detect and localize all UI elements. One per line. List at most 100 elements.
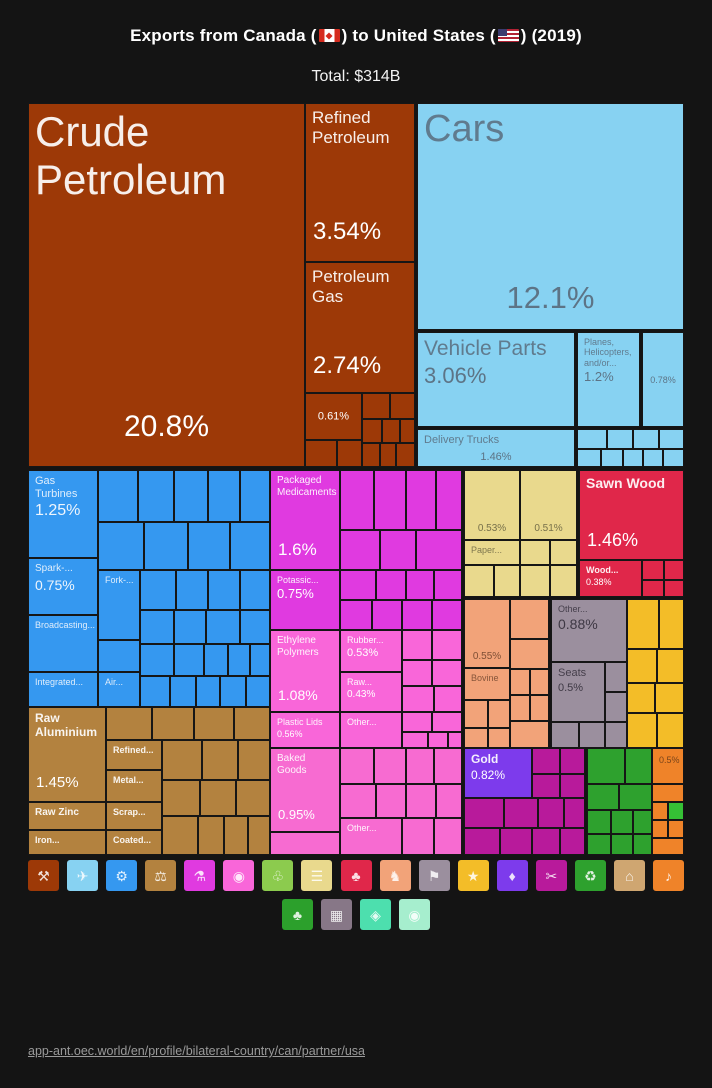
footer-source-link[interactable]: app-ant.oec.world/en/profile/bilateral-c… — [28, 1044, 365, 1058]
legend-swatch-chemical-products[interactable]: ⚗ — [184, 860, 216, 891]
treemap-cell-textiles-filler[interactable] — [560, 774, 585, 798]
treemap-cell-chemical-products-filler[interactable] — [434, 570, 462, 600]
treemap-cell-wood-products-filler[interactable] — [642, 560, 664, 580]
treemap-cell-chemical-products-filler[interactable] — [340, 530, 380, 570]
treemap-cell-machines-filler[interactable] — [206, 610, 240, 644]
treemap-cell-vegetable-products-filler[interactable] — [587, 784, 619, 810]
treemap-cell-plastics-rubbers-filler[interactable] — [432, 630, 462, 660]
treemap-cell-packaged-medicaments[interactable]: Packaged Medicaments 1.6% — [270, 470, 340, 570]
treemap-cell-paper-other[interactable]: Paper... — [464, 540, 520, 565]
treemap-cell-metals-filler[interactable] — [162, 780, 200, 816]
treemap-cell-textiles-filler[interactable] — [532, 748, 560, 774]
legend-swatch-extra-mint[interactable]: ◉ — [399, 899, 430, 930]
treemap-cell-delivery-trucks[interactable]: Delivery Trucks 1.46% — [417, 429, 575, 467]
treemap-cell-chemical-products-filler[interactable] — [340, 570, 376, 600]
treemap-cell-yellow-goods-filler[interactable] — [627, 599, 659, 649]
treemap-cell-ethylene-polymers[interactable]: Ethylene Polymers 1.08% — [270, 630, 340, 712]
treemap-cell-machines-filler[interactable] — [144, 522, 188, 570]
treemap-cell-raw-aluminium[interactable]: Raw Aluminium 1.45% — [28, 707, 106, 802]
treemap-cell-food-other[interactable]: Other... — [340, 818, 402, 855]
treemap-cell-yellow-goods-filler[interactable] — [627, 683, 655, 713]
treemap-cell-paper-goods-filler[interactable] — [520, 565, 550, 597]
treemap-cell-metals-filler[interactable] — [162, 740, 202, 780]
treemap-cell-wood-products-filler[interactable] — [664, 580, 684, 597]
treemap-cell-instruments-filler[interactable] — [652, 784, 684, 802]
treemap-cell-machines-filler[interactable] — [170, 676, 196, 707]
treemap-cell-animal-products-filler[interactable] — [510, 721, 549, 748]
treemap-cell-misc-other[interactable]: Other... 0.88% — [551, 599, 627, 662]
treemap-cell-bovine[interactable]: Bovine — [464, 668, 510, 700]
treemap-cell-wood-other[interactable]: Wood... 0.38% — [579, 560, 642, 597]
treemap-cell-plastics-rubbers-filler[interactable] — [448, 732, 462, 748]
treemap-cell-plastics-rubbers-filler[interactable] — [402, 712, 432, 732]
treemap-cell-foodstuffs-filler[interactable] — [406, 784, 436, 818]
legend-swatch-miscellaneous[interactable]: ⚑ — [418, 860, 450, 891]
treemap-cell-machines-filler[interactable] — [174, 610, 206, 644]
treemap-cell-minerals-filler[interactable] — [390, 393, 415, 419]
treemap-cell-machines-filler[interactable] — [250, 644, 270, 676]
legend-swatch-transportation[interactable]: ✈ — [67, 860, 99, 891]
treemap-cell-foodstuffs-filler[interactable] — [436, 784, 462, 818]
treemap-cell-raw-plastics[interactable]: Raw... 0.43% — [340, 672, 402, 712]
treemap-cell-transportation-filler[interactable] — [607, 429, 633, 449]
treemap-cell-transportation-filler[interactable] — [663, 449, 684, 467]
treemap-cell-metals-filler[interactable] — [152, 707, 194, 740]
treemap-cell-vegetable-products-filler[interactable] — [633, 834, 652, 855]
treemap-cell-minerals-filler[interactable] — [396, 443, 415, 467]
treemap-cell-transportation-filler[interactable] — [633, 429, 659, 449]
treemap-cell-machines-filler[interactable] — [208, 470, 240, 522]
treemap-cell-metals-filler[interactable] — [106, 707, 152, 740]
legend-swatch-wood-products[interactable]: ♣ — [340, 860, 372, 891]
treemap-cell-yellow-goods-filler[interactable] — [657, 649, 684, 683]
treemap-cell-yellow-goods-filler[interactable] — [659, 599, 684, 649]
treemap-cell-yellow-goods-filler[interactable] — [627, 713, 657, 748]
treemap-cell-foodstuffs-filler[interactable] — [270, 832, 340, 855]
treemap-cell-plastic-lids[interactable]: Plastic Lids 0.56% — [270, 712, 340, 748]
treemap-cell-machines-filler[interactable] — [240, 610, 270, 644]
treemap-cell-machines-filler[interactable] — [140, 644, 174, 676]
treemap-cell-textiles-filler[interactable] — [464, 828, 500, 855]
treemap-cell-paper-b[interactable]: 0.51% — [520, 470, 577, 540]
treemap-cell-wood-products-filler[interactable] — [664, 560, 684, 580]
treemap-cell-metals-filler[interactable] — [238, 740, 270, 780]
treemap-cell-paper-goods-filler[interactable] — [520, 540, 550, 565]
treemap-cell-machines-filler[interactable] — [176, 570, 208, 610]
treemap-cell-chemical-products-filler[interactable] — [406, 570, 434, 600]
treemap-cell-machines-filler[interactable] — [220, 676, 246, 707]
legend-swatch-machines[interactable]: ⚙ — [106, 860, 138, 891]
treemap-cell-vegetable-products-filler[interactable] — [587, 810, 611, 834]
treemap-cell-spark-plugs[interactable]: Spark-... 0.75% — [28, 558, 98, 615]
treemap-cell-minerals-filler[interactable] — [337, 440, 362, 467]
treemap-cell-transportation-filler[interactable] — [623, 449, 643, 467]
treemap-cell-minerals-filler[interactable] — [400, 419, 415, 443]
treemap-cell-chemical-products-filler[interactable] — [372, 600, 402, 630]
treemap-cell-minerals-filler[interactable] — [382, 419, 400, 443]
treemap-cell-transportation-filler[interactable] — [577, 449, 601, 467]
treemap-cell-instruments-filler[interactable] — [668, 820, 684, 838]
treemap-cell-yellow-goods-filler[interactable] — [655, 683, 684, 713]
treemap-cell-plastics-rubbers-filler[interactable] — [432, 712, 462, 732]
treemap-cell-plastics-rubbers-filler[interactable] — [432, 660, 462, 686]
treemap-cell-animal-cell[interactable]: 0.55% — [464, 599, 510, 668]
treemap-cell-instruments-cell[interactable]: 0.5% — [652, 748, 684, 784]
treemap-cell-crude-petroleum[interactable]: Crude Petroleum 20.8% — [28, 103, 305, 467]
treemap-cell-textiles-filler[interactable] — [560, 828, 585, 855]
treemap-cell-minerals-filler[interactable] — [305, 440, 337, 467]
treemap-cell-textiles-filler[interactable] — [504, 798, 538, 828]
treemap-cell-transportation-filler[interactable] — [659, 429, 684, 449]
treemap-cell-cars[interactable]: Cars 12.1% — [417, 103, 684, 330]
treemap-cell-paper-goods-filler[interactable] — [494, 565, 520, 597]
treemap-cell-paper-a[interactable]: 0.53% — [464, 470, 520, 540]
treemap-cell-metals-filler[interactable] — [162, 816, 198, 855]
treemap-cell-textiles-filler[interactable] — [464, 798, 504, 828]
treemap-cell-petroleum-gas[interactable]: Petroleum Gas 2.74% — [305, 262, 415, 393]
treemap-cell-paper-goods-filler[interactable] — [550, 565, 577, 597]
treemap-cell-textiles-filler[interactable] — [560, 748, 585, 774]
treemap-cell-transportation-filler[interactable] — [577, 429, 607, 449]
treemap-cell-minerals-filler[interactable] — [362, 419, 382, 443]
treemap-cell-foodstuffs-filler[interactable] — [402, 818, 434, 855]
legend-swatch-instruments[interactable]: ♪ — [653, 860, 684, 891]
treemap-cell-animal-products-filler[interactable] — [488, 728, 510, 748]
treemap-cell-chemical-products-filler[interactable] — [406, 470, 436, 530]
treemap-cell-paper-goods-filler[interactable] — [464, 565, 494, 597]
